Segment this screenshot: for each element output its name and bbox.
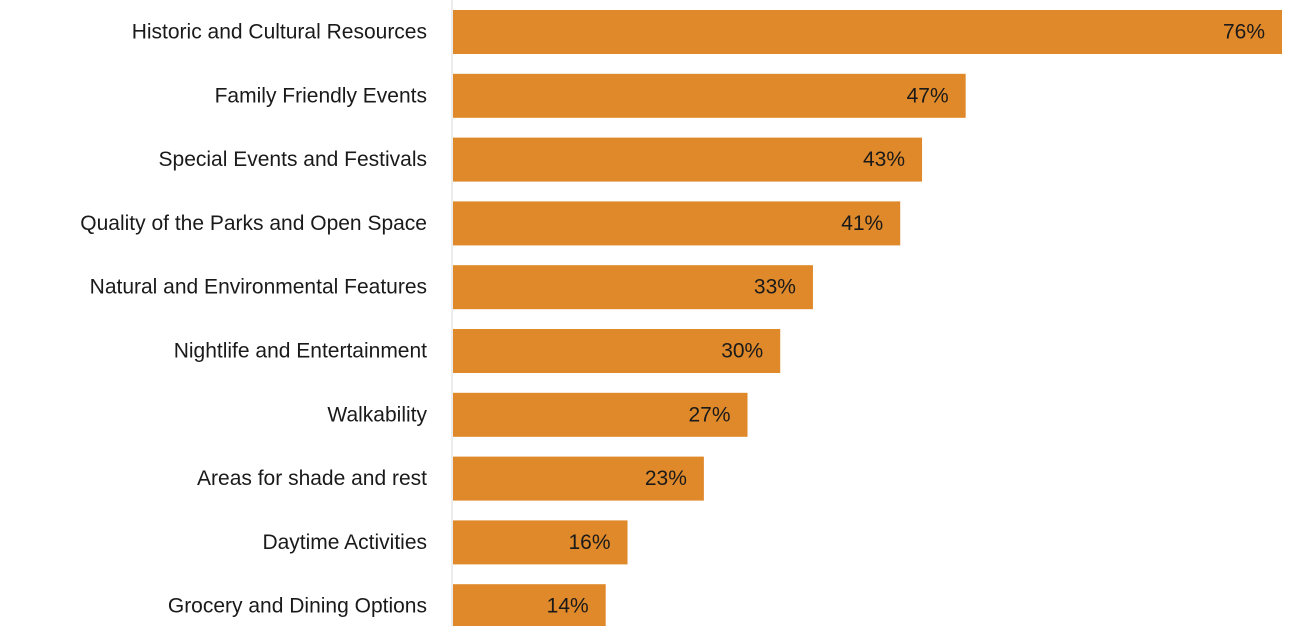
category-label: Family Friendly Events	[215, 84, 427, 107]
bar	[453, 392, 748, 437]
value-label: 76%	[1223, 21, 1265, 44]
value-label: 33%	[754, 276, 796, 299]
value-label: 30%	[721, 340, 763, 363]
category-label: Daytime Activities	[262, 531, 427, 554]
category-label: Historic and Cultural Resources	[132, 21, 427, 44]
value-label: 41%	[841, 212, 883, 235]
category-label: Areas for shade and rest	[197, 467, 427, 490]
bar	[453, 456, 704, 501]
value-label: 23%	[645, 467, 687, 490]
bar	[453, 520, 628, 565]
category-label: Natural and Environmental Features	[90, 276, 427, 299]
bar	[453, 329, 781, 373]
bar	[453, 265, 813, 310]
value-label: 14%	[547, 595, 589, 618]
category-label: Special Events and Festivals	[159, 148, 427, 171]
bar	[453, 73, 966, 118]
category-label: Nightlife and Entertainment	[174, 340, 427, 363]
bar	[453, 584, 606, 626]
value-label: 47%	[907, 84, 949, 107]
bars-group: Historic and Cultural Resources 76% Family…	[80, 10, 1282, 626]
category-label: Walkability	[327, 403, 427, 426]
value-label: 43%	[863, 148, 905, 171]
category-label: Quality of the Parks and Open Space	[80, 212, 427, 235]
value-label: 27%	[688, 403, 730, 426]
category-label: Grocery and Dining Options	[168, 595, 427, 618]
bar	[453, 10, 1282, 54]
bar	[453, 137, 923, 182]
value-label: 16%	[568, 531, 610, 554]
bar	[453, 201, 901, 246]
